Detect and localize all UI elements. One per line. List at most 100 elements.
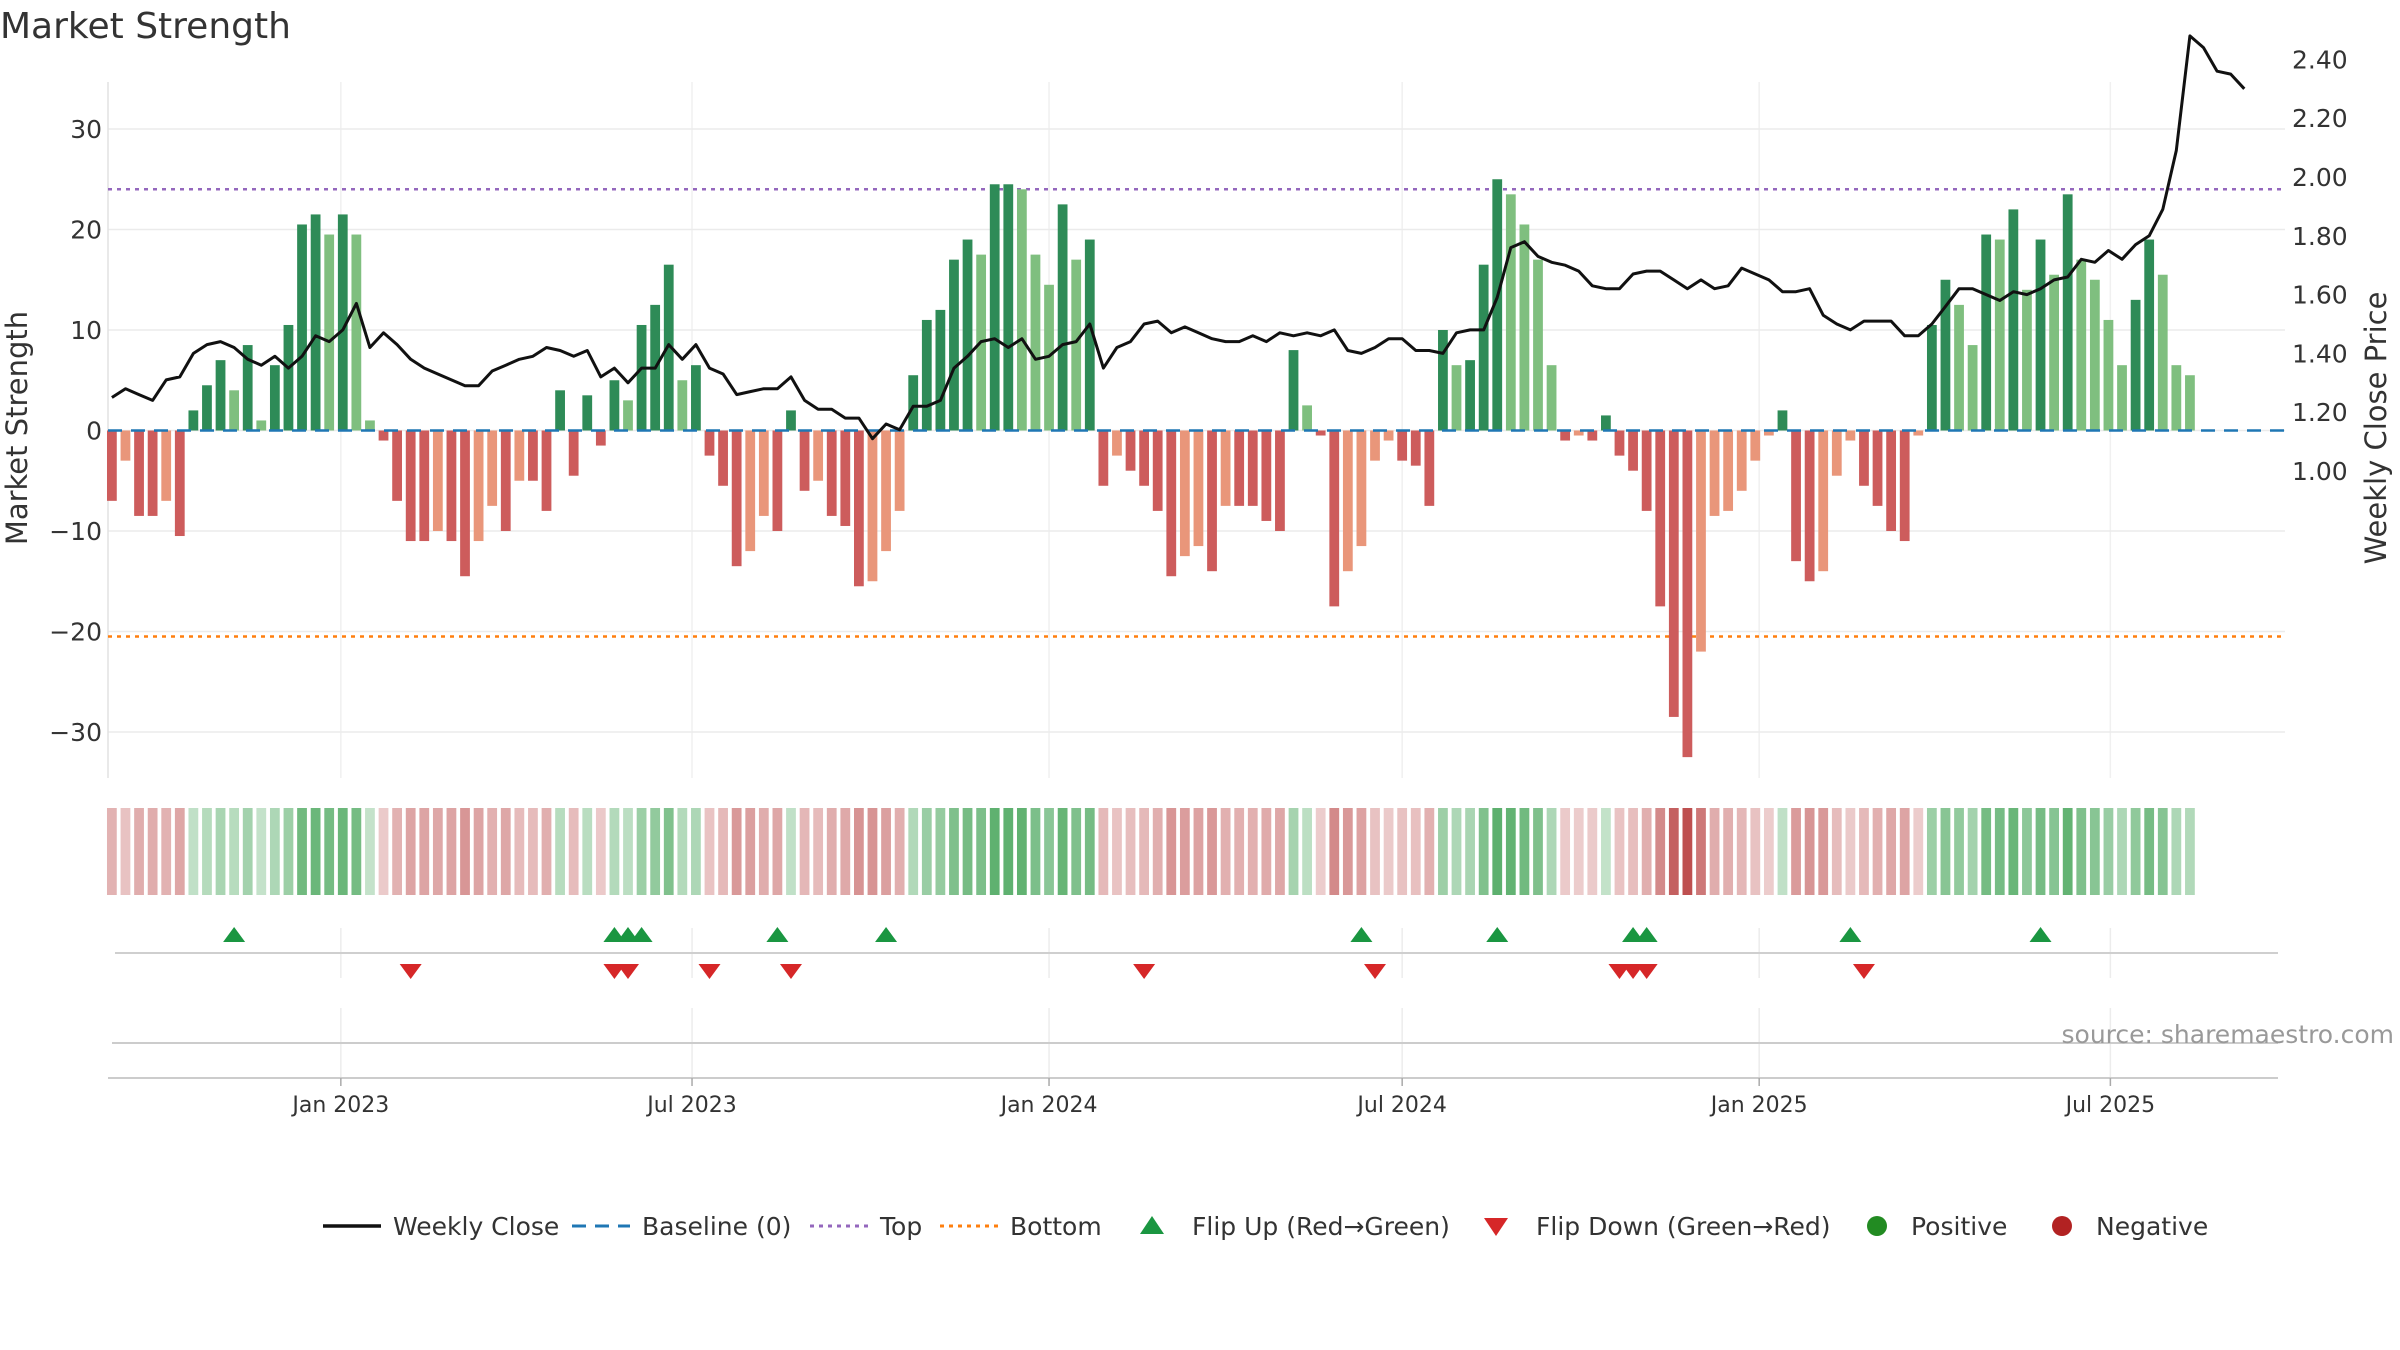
- regime-cell: [1913, 808, 1924, 895]
- strength-bar: [595, 430, 606, 446]
- strength-bar: [392, 430, 402, 501]
- legend: Weekly Close Baseline (0) Top Bottom Flip Up…: [323, 1212, 2208, 1241]
- legend-item: Flip Up (Red→Green): [1140, 1212, 1450, 1241]
- regime-cell: [1179, 808, 1190, 895]
- strength-bar: [1723, 430, 1734, 511]
- regime-cell: [1424, 808, 1435, 895]
- regime-cell: [1533, 808, 1543, 895]
- regime-cell: [1736, 808, 1747, 895]
- regime-cell: [1899, 808, 1910, 895]
- strength-bar: [1587, 430, 1598, 441]
- regime-cell: [120, 808, 131, 895]
- strength-bar: [1573, 430, 1584, 436]
- strength-bar: [949, 259, 959, 431]
- regime-cell: [609, 808, 620, 895]
- regime-cell: [799, 808, 810, 895]
- regime-cell: [1859, 808, 1869, 895]
- y-axis-left-title: Market Strength: [0, 311, 34, 545]
- strength-bar: [555, 390, 565, 431]
- regime-cell: [365, 808, 375, 895]
- strength-bar: [2171, 365, 2182, 431]
- regime-cell: [1505, 808, 1516, 895]
- strength-bar: [1709, 430, 1720, 516]
- strength-bar: [1940, 279, 1951, 431]
- regime-cell: [2008, 808, 2019, 895]
- regime-cell: [1655, 808, 1666, 895]
- reference-lines: [108, 188, 2285, 638]
- regime-cell: [147, 808, 158, 895]
- strength-bar: [1478, 264, 1489, 431]
- strength-bar: [1207, 430, 1217, 572]
- strength-bar: [1560, 430, 1571, 441]
- strength-bar: [1057, 204, 1068, 431]
- regime-cell: [528, 808, 538, 895]
- strength-bar: [935, 309, 946, 431]
- strength-bar: [297, 224, 307, 431]
- strength-bar: [2008, 209, 2019, 431]
- regime-cell: [1234, 808, 1245, 895]
- regime-strip: [106, 808, 2195, 895]
- regime-cell: [704, 808, 715, 895]
- regime-cell: [1315, 808, 1326, 895]
- regime-cell: [188, 808, 199, 895]
- regime-cell: [840, 808, 851, 895]
- strength-bar: [2144, 239, 2155, 431]
- strength-bar: [337, 214, 348, 431]
- y-right-tick-label: 1.40: [2292, 339, 2348, 368]
- regime-cell: [1994, 808, 2005, 895]
- regime-cell: [1166, 808, 1177, 895]
- strength-bar: [1424, 430, 1435, 506]
- strength-bar: [2076, 259, 2087, 431]
- strength-bar: [1370, 430, 1380, 461]
- y-right-tick-label: 1.60: [2292, 281, 2348, 310]
- strength-bar: [1342, 430, 1353, 572]
- legend-item: Bottom: [940, 1212, 1102, 1241]
- regime-cell: [921, 808, 932, 895]
- regime-cell: [1098, 808, 1109, 895]
- strength-bar: [1166, 430, 1177, 577]
- flip-up-marker: [630, 927, 653, 942]
- strength-bar: [514, 430, 525, 481]
- weekly-close-series: [111, 34, 2246, 441]
- legend-label: Positive: [1911, 1212, 2007, 1241]
- strength-bar: [1845, 430, 1856, 441]
- regime-cell: [1370, 808, 1380, 895]
- strength-bar: [989, 184, 1000, 431]
- weekly-close-line: [111, 34, 2246, 441]
- regime-cell: [623, 808, 633, 895]
- strength-bar: [1438, 330, 1448, 431]
- strength-bar: [1804, 430, 1815, 582]
- strength-bar: [1451, 365, 1462, 431]
- regime-cell: [1641, 808, 1652, 895]
- strength-bar: [446, 430, 457, 542]
- strength-bar: [432, 430, 443, 531]
- regime-cell: [949, 808, 959, 895]
- strength-bar: [1967, 345, 1978, 431]
- strength-bar: [1994, 239, 2005, 431]
- regime-cell: [419, 808, 430, 895]
- strength-bar: [134, 430, 144, 516]
- strength-bar: [582, 395, 593, 431]
- strength-bar: [1533, 259, 1543, 431]
- regime-cell: [1275, 808, 1285, 895]
- strength-bar: [541, 430, 552, 511]
- strength-bar: [202, 385, 212, 431]
- strength-bar: [1614, 430, 1625, 456]
- regime-cell: [2130, 808, 2141, 895]
- regime-cell: [1696, 808, 1706, 895]
- strength-bar: [405, 430, 416, 542]
- y-right-tick-label: 2.40: [2292, 45, 2348, 74]
- y-left-tick-label: 20: [70, 216, 102, 245]
- regime-cell: [1397, 808, 1408, 895]
- circle-icon: [2052, 1216, 2072, 1236]
- strength-bar: [1071, 259, 1082, 431]
- strength-bar: [365, 420, 375, 431]
- strength-bar: [351, 234, 362, 431]
- regime-cell: [2185, 808, 2195, 895]
- regime-cell: [745, 808, 756, 895]
- regime-cell: [473, 808, 484, 895]
- regime-cell: [1818, 808, 1829, 895]
- strength-bar: [636, 324, 647, 431]
- legend-label: Flip Down (Green→Red): [1536, 1212, 1831, 1241]
- y-right-tick-label: 2.20: [2292, 104, 2348, 133]
